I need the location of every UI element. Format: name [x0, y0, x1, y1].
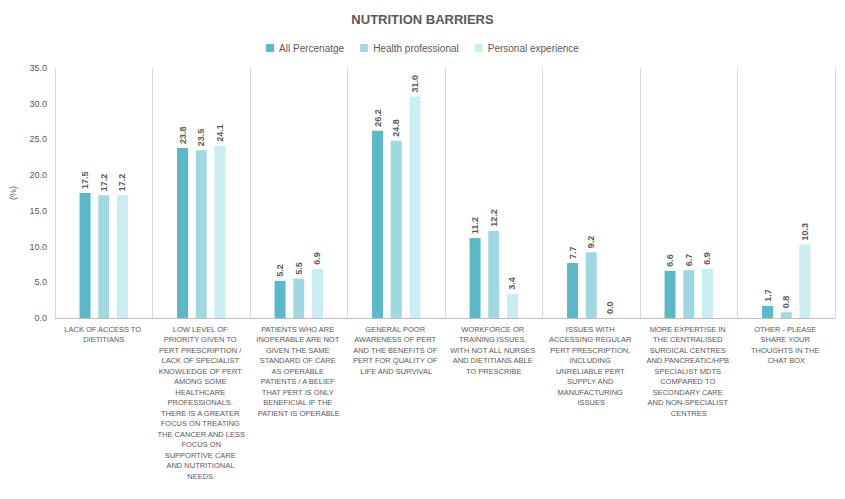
svg-text:COMPARED TO: COMPARED TO — [660, 377, 717, 386]
svg-text:9.2: 9.2 — [586, 236, 596, 249]
svg-text:AND NON-SPECIALIST: AND NON-SPECIALIST — [648, 398, 730, 407]
svg-text:WORKFORCE OR: WORKFORCE OR — [461, 325, 526, 334]
svg-text:23.5: 23.5 — [196, 129, 206, 147]
svg-text:7.7: 7.7 — [568, 246, 578, 259]
svg-text:PERT PRESCRIPTION,: PERT PRESCRIPTION, — [550, 346, 632, 355]
svg-text:5.5: 5.5 — [294, 262, 304, 275]
svg-text:PATIENTS / A BELIEF: PATIENTS / A BELIEF — [261, 377, 337, 386]
svg-text:AND DIETITIANS ABLE: AND DIETITIANS ABLE — [453, 356, 535, 365]
svg-text:CHAT BOX: CHAT BOX — [767, 356, 805, 365]
svg-text:AMONG SOME: AMONG SOME — [174, 377, 229, 386]
svg-text:ISSUES WITH: ISSUES WITH — [566, 325, 617, 334]
svg-text:INOPERABLE ARE NOT: INOPERABLE ARE NOT — [256, 335, 341, 344]
svg-text:PATIENT IS OPERABLE: PATIENT IS OPERABLE — [258, 409, 340, 418]
svg-text:LACK OF ACCESS TO: LACK OF ACCESS TO — [64, 325, 143, 334]
svg-text:5.2: 5.2 — [275, 264, 285, 277]
svg-text:23.8: 23.8 — [178, 126, 188, 144]
svg-text:PROFESSIONALS.: PROFESSIONALS. — [167, 398, 235, 407]
svg-text:PRIORITY GIVEN TO: PRIORITY GIVEN TO — [164, 335, 239, 344]
svg-text:17.5: 17.5 — [80, 171, 90, 189]
svg-text:FOCUS ON: FOCUS ON — [179, 440, 223, 449]
svg-text:All Percenatge: All Percenatge — [279, 43, 344, 54]
svg-text:UNRELIABLE PERT: UNRELIABLE PERT — [556, 367, 627, 376]
svg-text:SECONDARY CARE: SECONDARY CARE — [653, 388, 725, 397]
svg-text:35.0: 35.0 — [29, 63, 47, 73]
svg-text:24.8: 24.8 — [391, 119, 401, 137]
svg-text:SPECIALIST MDTS: SPECIALIST MDTS — [654, 367, 723, 376]
svg-text:SHARE YOUR: SHARE YOUR — [760, 335, 812, 344]
svg-text:AND NUTRITIONAL: AND NUTRITIONAL — [166, 461, 236, 470]
svg-text:Personal experience: Personal experience — [488, 43, 580, 54]
svg-text:0.0: 0.0 — [605, 301, 615, 314]
svg-text:6.9: 6.9 — [702, 252, 712, 265]
svg-text:NEEDS.: NEEDS. — [187, 472, 215, 481]
svg-text:5.0: 5.0 — [34, 277, 47, 287]
svg-text:BENEFICIAL IF THE: BENEFICIAL IF THE — [263, 398, 334, 407]
svg-text:AND THE BENEFITS OF: AND THE BENEFITS OF — [353, 346, 439, 355]
svg-text:THERE IS A GREATER: THERE IS A GREATER — [161, 409, 242, 418]
svg-text:10.0: 10.0 — [29, 242, 47, 252]
svg-text:GIVEN THE SAME: GIVEN THE SAME — [266, 346, 332, 355]
svg-text:MANUFACTURING: MANUFACTURING — [558, 388, 626, 397]
svg-text:NUTRITION BARRIERS: NUTRITION BARRIERS — [351, 12, 494, 27]
svg-text:PERT FOR QUALITY OF: PERT FOR QUALITY OF — [353, 356, 439, 365]
svg-text:1.7: 1.7 — [763, 289, 773, 302]
svg-text:DIETITIANS: DIETITIANS — [83, 335, 124, 344]
svg-text:6.7: 6.7 — [684, 254, 694, 267]
svg-text:OTHER - PLEASE: OTHER - PLEASE — [754, 325, 818, 334]
svg-text:Health professional: Health professional — [373, 43, 459, 54]
svg-text:6.6: 6.6 — [665, 254, 675, 267]
svg-text:TO PRESCRIBE: TO PRESCRIBE — [466, 367, 522, 376]
svg-text:TRAINING ISSUES,: TRAINING ISSUES, — [459, 335, 529, 344]
svg-text:MORE EXPERTISE IN: MORE EXPERTISE IN — [650, 325, 728, 334]
svg-text:ACCESSING REGULAR: ACCESSING REGULAR — [549, 335, 634, 344]
svg-text:(%): (%) — [8, 186, 18, 200]
svg-text:0.0: 0.0 — [34, 313, 47, 323]
svg-text:AWARENESS OF PERT: AWARENESS OF PERT — [354, 335, 438, 344]
svg-text:AND PANCREATIC/HPB: AND PANCREATIC/HPB — [646, 356, 731, 365]
svg-text:17.2: 17.2 — [99, 174, 109, 192]
svg-text:THOUGHTS IN THE: THOUGHTS IN THE — [751, 346, 822, 355]
svg-text:WITH NOT ALL NURSES: WITH NOT ALL NURSES — [450, 346, 537, 355]
svg-text:PATIENTS WHO ARE: PATIENTS WHO ARE — [261, 325, 336, 334]
svg-text:6.9: 6.9 — [312, 252, 322, 265]
svg-text:THE CENTRALISED: THE CENTRALISED — [653, 335, 725, 344]
svg-text:LIFE AND SURVIVAL: LIFE AND SURVIVAL — [360, 367, 432, 376]
svg-text:0.8: 0.8 — [781, 296, 791, 309]
svg-text:10.3: 10.3 — [800, 223, 810, 241]
svg-text:SURGICAL CENTRES: SURGICAL CENTRES — [650, 346, 728, 355]
svg-text:20.0: 20.0 — [29, 170, 47, 180]
svg-text:KNOWLEDGE OF PERT: KNOWLEDGE OF PERT — [159, 367, 244, 376]
svg-text:31.0: 31.0 — [410, 75, 420, 93]
svg-text:11.2: 11.2 — [470, 217, 480, 234]
svg-text:AS OPERABLE: AS OPERABLE — [271, 367, 326, 376]
svg-text:SUPPLY AND: SUPPLY AND — [567, 377, 616, 386]
svg-text:THE CANCER AND LESS: THE CANCER AND LESS — [157, 430, 245, 439]
svg-text:GENERAL POOR: GENERAL POOR — [365, 325, 427, 334]
svg-text:3.4: 3.4 — [507, 277, 517, 290]
svg-text:HEALTHCARE: HEALTHCARE — [175, 388, 227, 397]
svg-text:LOW LEVEL OF: LOW LEVEL OF — [173, 325, 230, 334]
svg-text:FOCUS ON TREATING: FOCUS ON TREATING — [161, 419, 242, 428]
svg-text:25.0: 25.0 — [29, 134, 47, 144]
svg-text:24.1: 24.1 — [215, 124, 225, 142]
svg-text:LACK OF SPECIALIST: LACK OF SPECIALIST — [162, 356, 241, 365]
svg-text:CENTRES: CENTRES — [671, 409, 707, 418]
svg-text:STANDARD OF CARE: STANDARD OF CARE — [260, 356, 338, 365]
svg-text:12.2: 12.2 — [489, 209, 499, 227]
svg-text:PERT PRESCRIPTION /: PERT PRESCRIPTION / — [159, 346, 243, 355]
svg-text:30.0: 30.0 — [29, 99, 47, 109]
svg-text:ISSUES: ISSUES — [577, 398, 605, 407]
svg-text:THAT PERT IS ONLY: THAT PERT IS ONLY — [262, 388, 336, 397]
svg-text:17.2: 17.2 — [117, 174, 127, 192]
svg-text:26.2: 26.2 — [373, 109, 383, 127]
svg-text:15.0: 15.0 — [29, 206, 47, 216]
svg-text:INCLUDING: INCLUDING — [570, 356, 613, 365]
svg-text:SUPPORTIVE CARE: SUPPORTIVE CARE — [165, 451, 238, 460]
